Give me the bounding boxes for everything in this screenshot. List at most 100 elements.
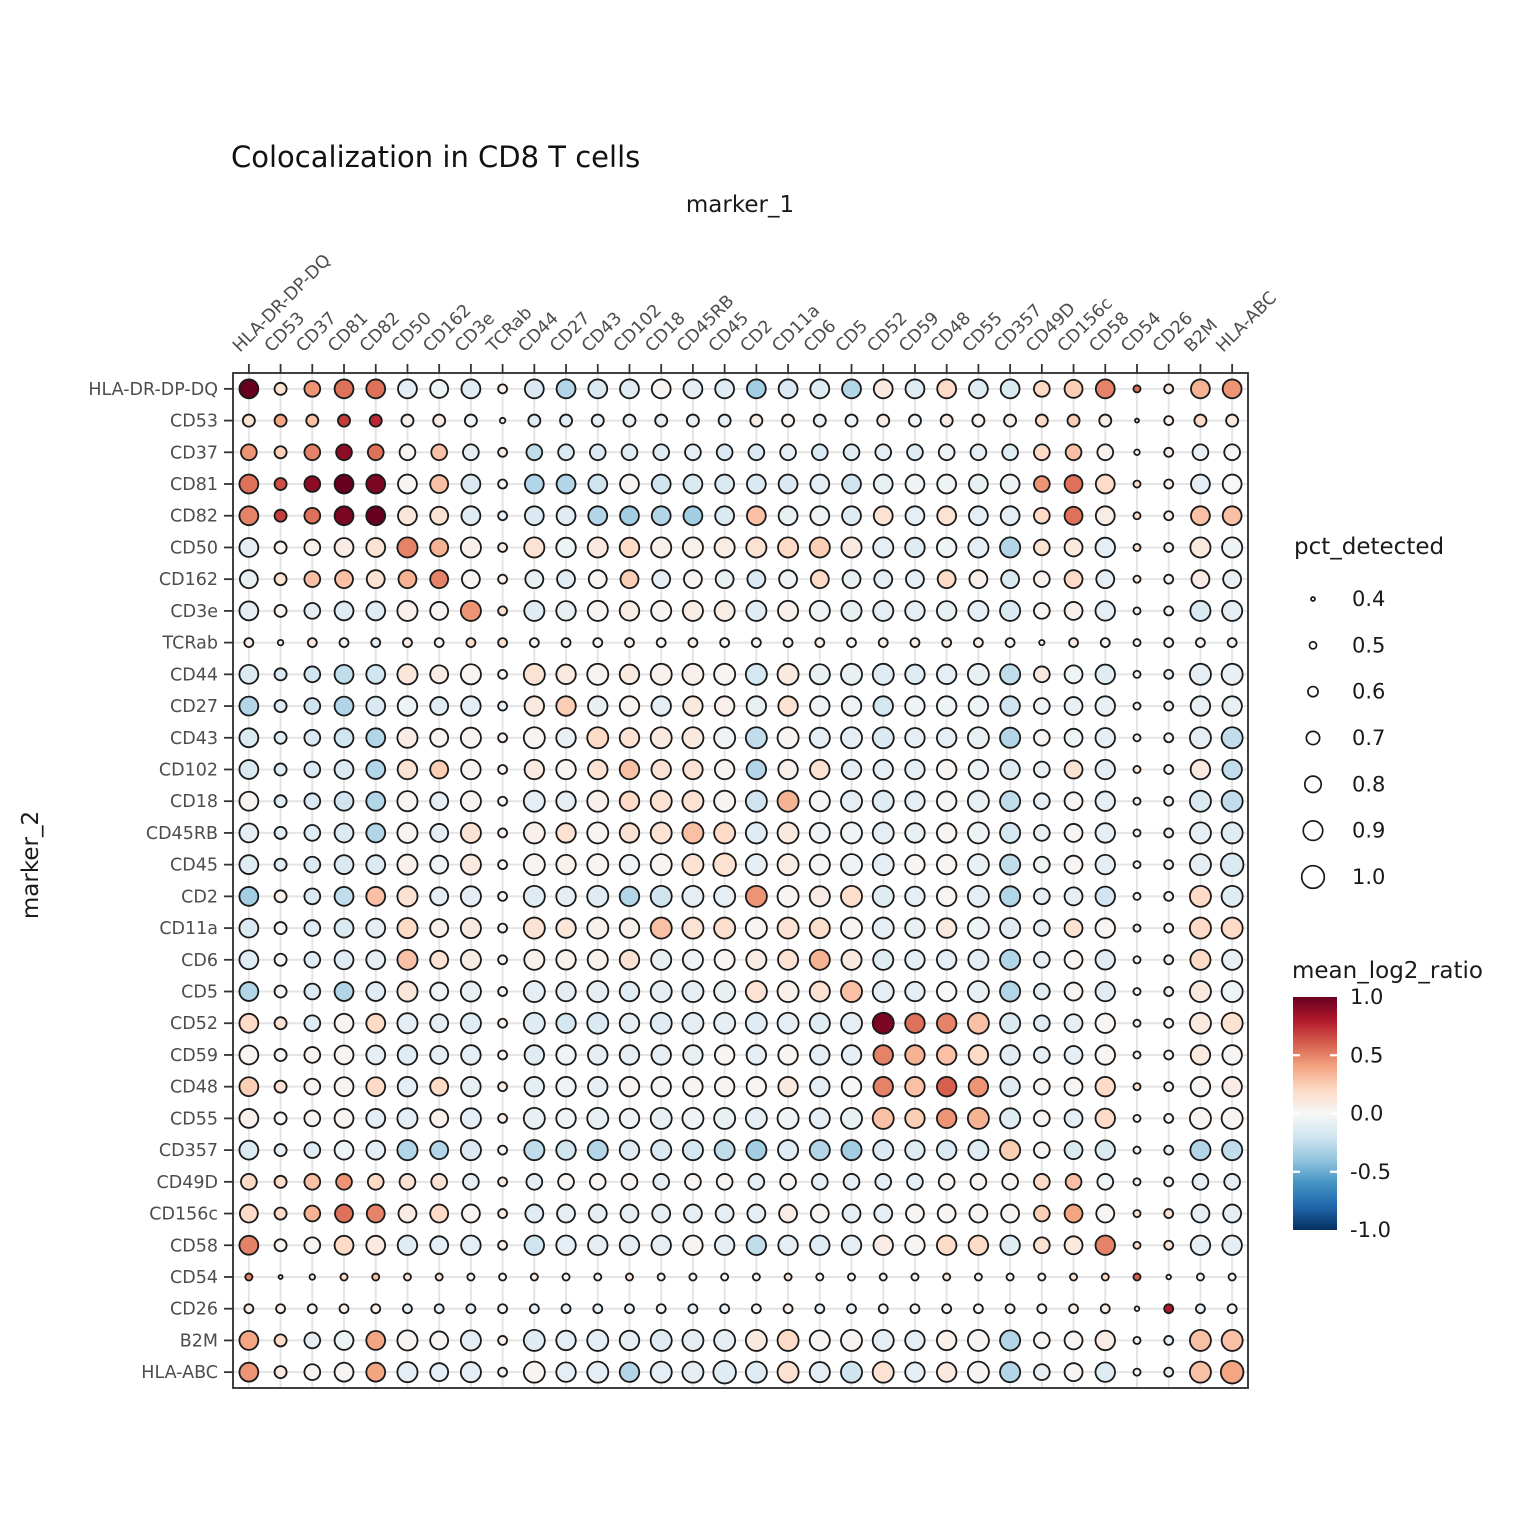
dot — [434, 1272, 444, 1282]
dot — [841, 378, 862, 400]
dot — [776, 1360, 800, 1384]
dot — [556, 1203, 576, 1224]
dot — [460, 1044, 482, 1066]
dot — [999, 473, 1021, 495]
dot — [396, 885, 419, 908]
dot — [243, 637, 255, 648]
dot — [586, 1139, 609, 1162]
dot — [1163, 1208, 1175, 1219]
dot — [365, 569, 386, 590]
dot — [365, 854, 387, 875]
y-tick-label: CD52 — [170, 1014, 218, 1034]
dot — [714, 378, 735, 400]
dot — [429, 1362, 450, 1383]
dot — [365, 1330, 387, 1351]
dot — [1063, 1076, 1084, 1097]
dot — [429, 886, 450, 907]
dot — [808, 663, 831, 686]
dot — [1132, 1113, 1142, 1123]
dot — [303, 1331, 322, 1350]
dot — [1132, 1272, 1142, 1282]
dot — [303, 728, 322, 747]
dot — [713, 1044, 736, 1066]
dot — [1094, 536, 1116, 559]
dot — [459, 948, 482, 971]
dot — [744, 789, 768, 813]
dot — [459, 536, 482, 559]
dot — [1221, 948, 1244, 971]
dot — [936, 663, 958, 685]
dot — [273, 1079, 288, 1094]
dot — [587, 1044, 609, 1066]
dot — [396, 663, 419, 686]
y-tick-label: CD3e — [170, 602, 218, 622]
dot — [429, 727, 450, 748]
dot — [809, 1044, 831, 1066]
dot — [1064, 1173, 1083, 1191]
dot — [238, 759, 260, 780]
dot — [273, 1238, 288, 1253]
dot — [1220, 916, 1244, 940]
dot — [966, 980, 990, 1003]
dot — [459, 821, 482, 844]
dot — [273, 730, 288, 745]
dot — [586, 726, 610, 750]
dot — [844, 413, 859, 428]
dot — [871, 821, 895, 845]
dot — [1223, 443, 1241, 462]
dot — [303, 951, 322, 969]
dot — [1189, 1329, 1212, 1352]
dot — [365, 1139, 387, 1161]
dot — [1189, 1076, 1212, 1098]
dot — [1094, 1012, 1116, 1034]
dot — [871, 884, 895, 908]
dot — [529, 1272, 539, 1282]
dot — [685, 413, 700, 428]
dot — [1063, 1362, 1084, 1383]
dot — [651, 1203, 672, 1224]
dot — [619, 473, 640, 495]
dot — [1227, 1272, 1237, 1282]
dot — [1195, 1272, 1205, 1282]
dot — [365, 886, 387, 907]
dot — [1063, 474, 1084, 494]
dot — [1163, 1366, 1175, 1378]
dot — [840, 1076, 863, 1098]
dot — [1063, 601, 1084, 621]
dot — [1189, 662, 1212, 686]
dot — [942, 1272, 952, 1282]
dot — [872, 758, 894, 781]
dot — [1163, 1335, 1175, 1346]
dot — [776, 916, 800, 940]
dot — [1189, 536, 1212, 559]
dot — [873, 569, 894, 590]
dot — [904, 727, 926, 749]
dot — [1163, 383, 1175, 395]
dot — [936, 758, 958, 781]
dot — [905, 1203, 925, 1224]
dot — [1133, 1305, 1141, 1312]
dot — [460, 1076, 482, 1098]
dot — [809, 1234, 831, 1256]
dot — [1189, 1011, 1212, 1035]
dot — [303, 855, 322, 874]
dot — [1189, 599, 1212, 622]
dot — [650, 948, 673, 971]
dot — [1132, 511, 1142, 521]
dot — [397, 505, 418, 527]
dot — [238, 1108, 260, 1129]
dot — [809, 1076, 831, 1098]
dot — [904, 378, 926, 400]
dot — [618, 853, 641, 876]
dot — [1063, 1235, 1084, 1256]
dot — [872, 1044, 894, 1066]
dot — [460, 473, 482, 495]
dot — [966, 1360, 990, 1384]
dot — [1226, 1303, 1238, 1315]
dot — [238, 537, 260, 558]
dot — [1132, 1240, 1142, 1250]
dot — [333, 727, 355, 749]
dot — [966, 821, 990, 845]
dot — [871, 916, 895, 940]
